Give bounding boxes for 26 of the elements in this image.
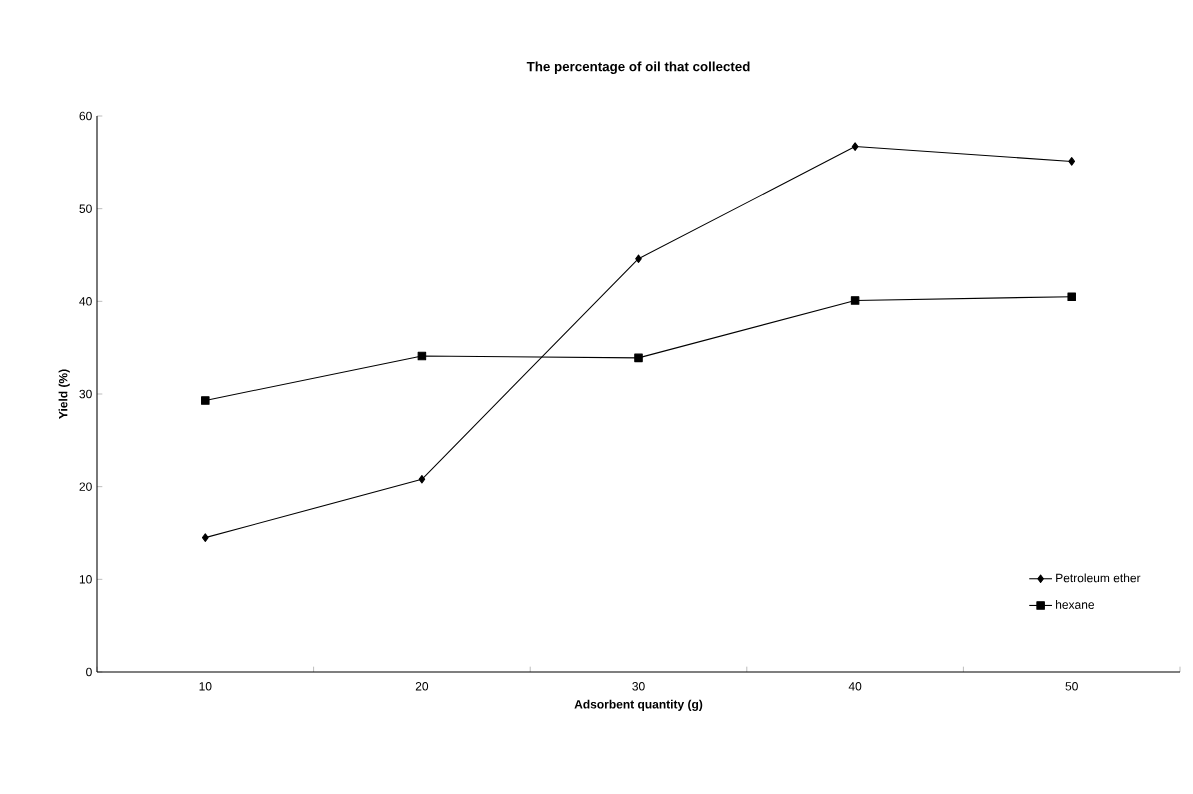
y-tick-label: 20 (79, 482, 92, 491)
point (850, 296, 860, 305)
chart-title: The percentage of oil that collected (526, 61, 750, 74)
y-tick-label: 10 (79, 575, 92, 584)
y-tick-label: 0 (86, 667, 92, 677)
legend-label: Petroleum ether (1056, 573, 1141, 583)
x-tick-label: 40 (848, 682, 862, 691)
y-axis-title: Yield (%) (58, 369, 70, 419)
x-tick-label: 20 (415, 682, 429, 691)
y-tick-label: 60 (79, 111, 92, 121)
point (634, 353, 643, 363)
legend-label: hexane (1056, 600, 1095, 609)
y-tick-label: 40 (79, 297, 92, 306)
x-tick-label: 10 (199, 682, 212, 691)
y-tick-label: 50 (79, 204, 92, 213)
point (851, 142, 859, 151)
point (201, 533, 209, 542)
point (635, 254, 642, 263)
y-tick-label: 30 (79, 389, 92, 399)
x-axis-title: Adsorbent quantity (g) (574, 699, 703, 711)
point (1068, 157, 1076, 166)
point (418, 474, 426, 484)
x-tick-label: 30 (632, 682, 645, 691)
point (201, 396, 210, 405)
point (1067, 292, 1076, 301)
x-tick-label: 50 (1065, 682, 1078, 691)
